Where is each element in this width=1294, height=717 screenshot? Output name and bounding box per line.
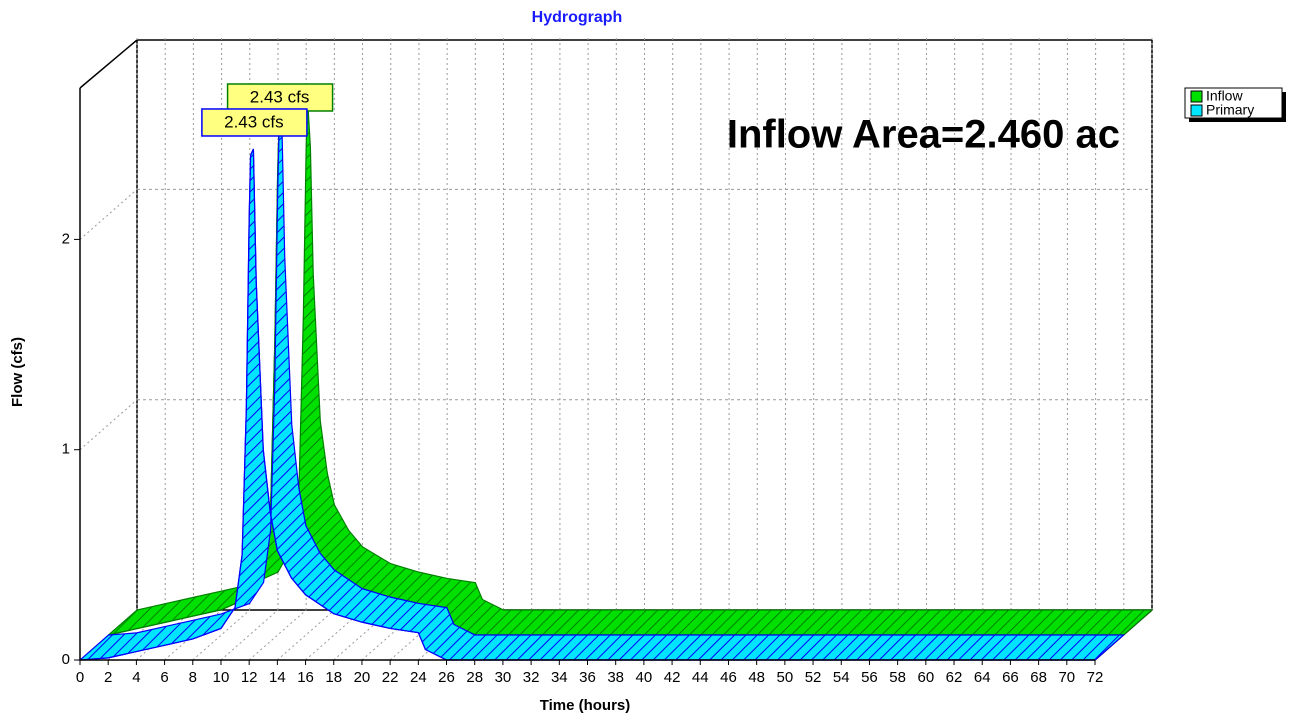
y-tick-label: 0 [62,651,70,668]
x-tick-label: 60 [917,669,934,686]
x-tick-label: 68 [1030,669,1047,686]
x-tick-label: 36 [579,669,596,686]
series-line [79,148,1095,661]
peak-label-box [226,83,334,112]
x-tick-label: 58 [889,669,906,686]
legend-swatch [1190,90,1203,103]
x-tick-label: 28 [466,669,483,686]
x-tick-label: 38 [607,669,624,686]
x-tick-label: 18 [325,669,342,686]
x-tick-label: 30 [495,669,512,686]
x-tick-label: 32 [523,669,540,686]
grid-line [79,399,138,451]
x-tick-label: 42 [664,669,681,686]
x-tick-label: 12 [241,669,258,686]
x-tick-label: 0 [76,669,84,686]
x-tick-label: 56 [861,669,878,686]
x-tick-label: 62 [946,669,963,686]
peak-label: 2.43 cfs [224,112,284,131]
x-tick-label: 70 [1058,669,1075,686]
x-tick-label: 26 [438,669,455,686]
legend-label: Inflow [1206,88,1243,104]
x-tick-label: 50 [777,669,794,686]
x-tick-label: 46 [720,669,737,686]
floor-grid-line [277,609,335,661]
x-tick-label: 40 [636,669,653,686]
x-tick-label: 10 [213,669,230,686]
x-tick-label: 8 [189,669,197,686]
axes [79,88,1095,661]
x-tick-label: 4 [132,669,140,686]
x-tick-label: 20 [354,669,371,686]
x-tick-label: 64 [974,669,991,686]
x-tick-label: 66 [1002,669,1019,686]
peak-label: 2.43 cfs [250,87,310,106]
x-tick-label: 14 [269,669,286,686]
y-tick-label: 1 [62,441,70,458]
legend-label: Primary [1206,102,1254,118]
chart-title: Hydrograph [532,9,623,26]
annotation: Inflow Area=2.460 ac [727,113,1120,157]
x-tick-label: 44 [692,669,709,686]
x-tick-label: 6 [160,669,168,686]
x-tick-label: 52 [805,669,822,686]
x-tick-label: 22 [382,669,399,686]
x-tick-label: 54 [833,669,850,686]
floor-grid-line [220,609,279,661]
legend-swatch [1190,104,1203,117]
x-tick-label: 2 [104,669,112,686]
y-axis-label: Flow (cfs) [9,337,26,407]
ribbon [78,123,1126,661]
x-axis-label: Time (hours) [540,697,631,714]
x-tick-label: 16 [297,669,314,686]
x-tick-label: 24 [410,669,427,686]
x-tick-label: 34 [551,669,568,686]
grid-line [79,189,138,240]
peak-label-box [201,108,308,137]
x-tick-label: 48 [748,669,765,686]
y-tick-label: 2 [62,230,70,247]
floor-grid-line [248,609,307,661]
x-tick-label: 72 [1087,669,1104,686]
